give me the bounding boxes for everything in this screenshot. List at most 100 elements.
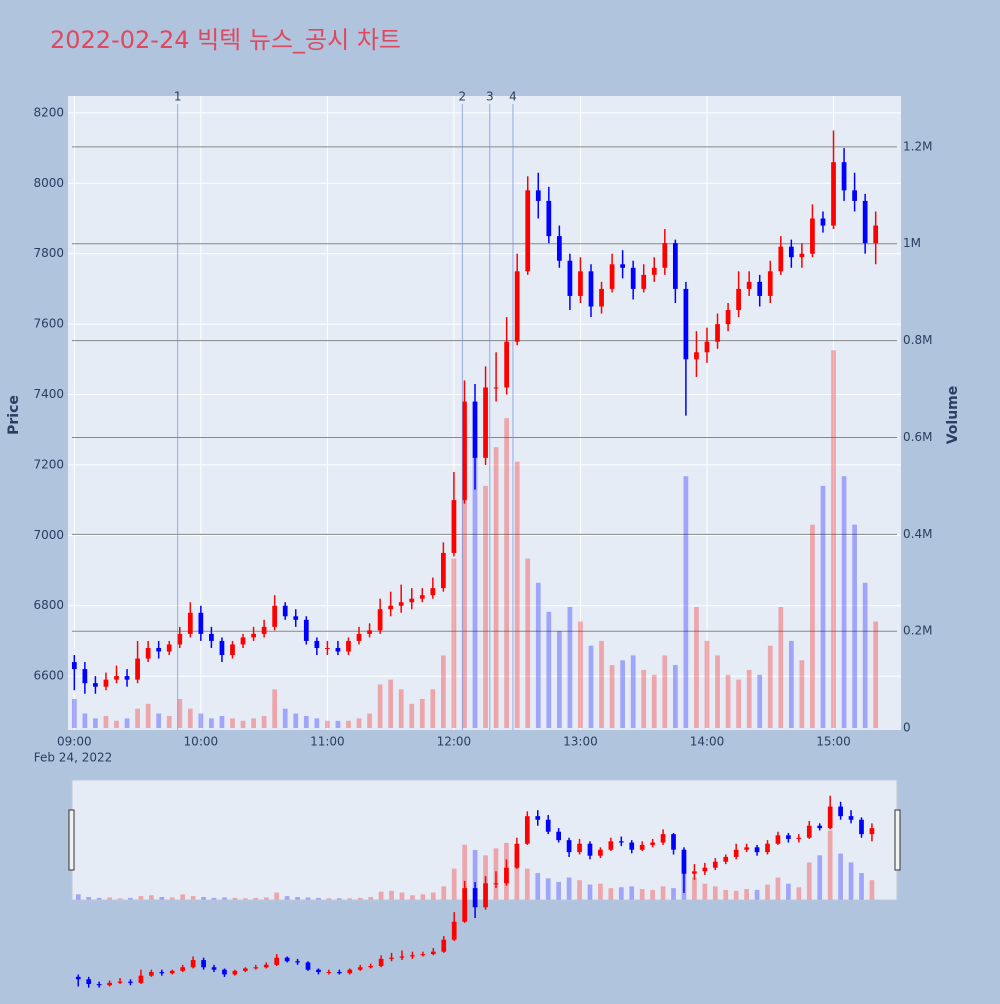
volume-bar-mini (138, 896, 144, 900)
candle-body-mini (128, 981, 133, 983)
candle-body (293, 616, 299, 620)
candle-body-mini (556, 831, 561, 841)
candle-body (441, 552, 446, 589)
volume-bar (388, 679, 394, 729)
volume-bar-mini (650, 889, 655, 900)
volume-bar (662, 655, 668, 729)
candle-body (841, 162, 847, 191)
candle-body-mini (201, 960, 206, 968)
y2-axis-title: Volume (945, 386, 961, 445)
candle-body (862, 200, 868, 244)
candle-body (114, 676, 119, 680)
candle-body (620, 264, 626, 268)
volume-bar-mini (274, 892, 280, 900)
candle-body-mini (754, 847, 760, 853)
candle-body (736, 288, 741, 311)
candle-body-mini (504, 867, 509, 884)
volume-bar (462, 427, 467, 729)
candle-body-mini (159, 972, 165, 974)
volume-bar (862, 582, 868, 729)
volume-bar-mini (598, 883, 603, 900)
volume-bar (556, 631, 562, 729)
candle-body-mini (284, 957, 290, 962)
volume-bar-mini (629, 886, 635, 900)
candle-body-mini (806, 825, 812, 838)
volume-bar-mini (305, 897, 311, 900)
candle-body (609, 264, 615, 289)
volume-bar (672, 665, 678, 729)
candle-body (145, 647, 151, 659)
volume-bar (272, 689, 278, 729)
candle-body (757, 281, 763, 296)
range-handle[interactable] (894, 809, 901, 871)
candle-body-mini (733, 849, 739, 857)
volume-bar-mini (201, 896, 206, 900)
candle-body (767, 271, 773, 296)
volume-bar-mini (848, 862, 854, 900)
candle-body (209, 633, 214, 641)
candle-body (651, 267, 657, 275)
candle-body (166, 644, 172, 652)
candle-body (156, 647, 162, 652)
range-handle[interactable] (68, 809, 75, 871)
candle-body (377, 609, 383, 631)
volume-bar-mini (608, 888, 614, 900)
volume-bar-mini (618, 887, 624, 900)
candle-body (525, 190, 531, 272)
candle-body (303, 619, 309, 641)
volume-bar (451, 558, 457, 729)
candle-body-mini (775, 835, 781, 844)
volume-bar-mini (347, 898, 353, 900)
candle-body (71, 662, 77, 670)
y2-tick-label: 0.6M (903, 430, 932, 444)
candle-body (567, 260, 573, 296)
volume-bar-mini (243, 898, 248, 900)
y2-tick-label: 0.2M (903, 624, 932, 638)
volume-bar-mini (222, 897, 227, 900)
candle-body (810, 218, 815, 254)
volume-bar (810, 524, 815, 729)
candle-body-mini (817, 825, 823, 829)
volume-bar (303, 715, 309, 729)
candle-body (419, 595, 425, 599)
volume-bar-mini (786, 883, 791, 900)
candle-body (778, 246, 784, 272)
volume-bar-mini (566, 877, 572, 900)
x-tick-label: 14:00 (690, 735, 725, 749)
volume-bar (715, 655, 720, 729)
candle-body-mini (190, 960, 196, 968)
candle-body (451, 500, 457, 553)
candle-body (725, 310, 731, 325)
candle-body-mini (608, 841, 614, 850)
volume-bar (103, 715, 109, 729)
candle-body (272, 605, 278, 627)
volume-bar (335, 720, 341, 729)
volume-bar (736, 679, 741, 729)
volume-bar-mini (389, 890, 394, 900)
candle-body-mini (838, 806, 843, 817)
volume-bar (799, 660, 805, 729)
candle-body (704, 341, 710, 353)
volume-bar (683, 476, 689, 729)
candle-body (831, 162, 836, 226)
candle-body-mini (430, 951, 436, 955)
volume-bar-mini (869, 880, 875, 900)
candle-body (715, 324, 720, 342)
candle-body-mini (765, 843, 770, 853)
y-tick-label: 7800 (33, 246, 64, 260)
volume-bar (219, 715, 225, 729)
volume-bar-mini (472, 850, 478, 900)
candle-body (852, 190, 857, 201)
candle-body-mini (107, 982, 112, 986)
candle-body-mini (472, 888, 478, 908)
candle-body (430, 588, 436, 596)
volume-bar-mini (671, 888, 676, 900)
candle-body (388, 605, 394, 610)
range-slider[interactable] (71, 779, 898, 901)
candle-body-mini (859, 819, 864, 835)
volume-bar (156, 713, 162, 729)
candle-body-mini (274, 957, 280, 965)
candle-body-mini (347, 969, 353, 974)
volume-bar-mini (514, 850, 520, 900)
candle-body-mini (671, 834, 676, 850)
